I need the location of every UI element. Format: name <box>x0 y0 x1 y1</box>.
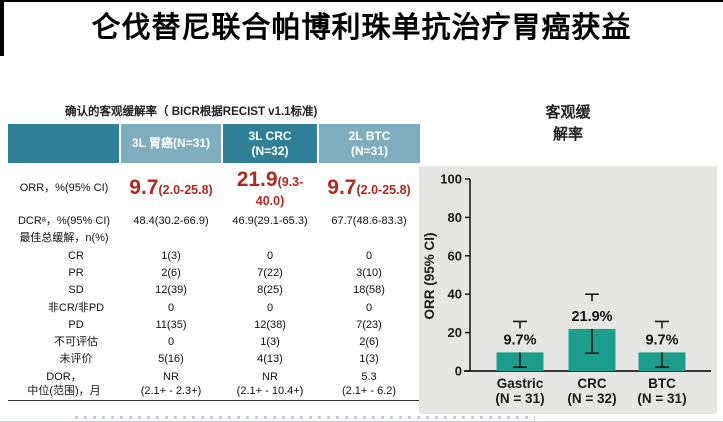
cell-value: 0 <box>266 249 274 262</box>
orr-chart-section: 客观缓 解率 0 20 40 60 80 100 9.7% 21.9% 9.7% Gastric(… <box>419 98 717 414</box>
table-row: DCRᵃ，%(95% CI) 48.4(30.2-66.9) 46.9(29.1-6… <box>8 213 420 230</box>
table-row: 最佳总缓解，n(%) <box>8 230 420 247</box>
cell-value: 12(38) <box>254 318 286 331</box>
cell-value: NR (2.1+ - 2.3+) <box>140 370 202 398</box>
cell-value: 1(3) <box>359 353 379 366</box>
y-tick-label: 80 <box>448 210 462 225</box>
orr-value-cell: 9.7(2.0-25.8) <box>318 163 420 213</box>
y-tick-label: 0 <box>455 364 462 379</box>
column-header-0 <box>8 124 120 163</box>
row-label: DCRᵃ，%(95% CI) <box>17 215 111 228</box>
x-category-label: Gastric (N = 31) <box>495 376 544 406</box>
footnote-citation <box>75 416 535 419</box>
y-tick-label: 60 <box>448 248 462 263</box>
cell-value: 7(23) <box>356 318 382 331</box>
results-table-section: 确认的客观缓解率（ BICR根据RECIST v1.1标准) 3L 胃癌(N=3… <box>8 103 420 401</box>
cell-value <box>318 230 420 247</box>
cell-value: 0 <box>167 336 175 349</box>
x-category-label: BTC (N = 31) <box>637 376 686 406</box>
cell-value <box>120 230 222 247</box>
table-row-orr: ORR，%(95% CI) 9.7(2.0-25.8) 21.9(9.3-40.0)… <box>8 163 420 213</box>
cell-value: 3(10) <box>356 266 382 279</box>
row-label: CR <box>68 249 84 262</box>
bar-value-label: 9.7% <box>503 332 536 348</box>
chart-title: 客观缓 解率 <box>545 104 591 143</box>
cell-value: 11(35) <box>155 318 187 331</box>
cell-value: 1(3) <box>161 249 181 262</box>
cell-value: 12(39) <box>155 284 187 297</box>
table-row: PR 2(6) 7(22) 3(10) <box>8 264 420 281</box>
plot-background <box>419 166 717 414</box>
cell-value: 8(25) <box>257 284 283 297</box>
row-label: DOR， 中位(范围)，月 <box>27 370 101 398</box>
page-title: 仑伐替尼联合帕博利珠单抗治疗胃癌获益 <box>91 12 632 44</box>
orr-ci: (2.0-25.8) <box>356 183 411 198</box>
row-label: 非CR/非PD <box>47 301 105 314</box>
column-header-1: 3L 胃癌(N=31) <box>119 124 222 163</box>
orr-value-cell: 9.7(2.0-25.8) <box>120 163 222 213</box>
table-row: CR 1(3) 0 0 <box>8 247 420 264</box>
column-header-3: 2L BTC (N=31) <box>317 124 420 163</box>
row-label: PR <box>68 266 84 279</box>
row-label: 最佳总缓解，n(%) <box>19 232 109 245</box>
cell-value: 1(3) <box>260 336 280 349</box>
frame-left-edge <box>0 0 4 56</box>
y-tick-label: 100 <box>440 172 462 187</box>
orr-value: 21.9 <box>236 168 278 191</box>
table-row: 非CR/非PD 0 0 0 <box>8 299 420 316</box>
cell-value <box>222 230 318 247</box>
y-tick-label: 20 <box>448 325 462 340</box>
orr-ci: (2.0-25.8) <box>158 183 213 198</box>
results-table: 3L 胃癌(N=31) 3L CRC (N=32) 2L BTC (N=31) OR… <box>8 124 420 401</box>
cell-value: 48.4(30.2-66.9) <box>133 215 209 228</box>
table-row: 未评价 5(16) 4(13) 1(3) <box>8 351 420 368</box>
cell-value: 2(6) <box>161 266 181 279</box>
cell-value: 0 <box>365 249 373 262</box>
y-tick-label: 40 <box>448 287 462 302</box>
table-row: DOR， 中位(范围)，月 NR (2.1+ - 2.3+) NR (2.1+ - … <box>8 368 420 400</box>
cell-value: 7(22) <box>257 266 283 279</box>
bar-value-label: 21.9% <box>571 309 612 325</box>
column-header-2: 3L CRC (N=32) <box>221 124 318 163</box>
orr-value: 9.7 <box>327 176 357 200</box>
y-axis-title: ORR (95% CI) <box>422 232 437 319</box>
row-label: 不可评估 <box>54 336 98 349</box>
table-caption: 确认的客观缓解率（ BICR根据RECIST v1.1标准) <box>65 106 318 118</box>
cell-value: 2(6) <box>359 336 379 349</box>
row-label: ORR，%(95% CI) <box>19 181 109 194</box>
row-label: 未评价 <box>59 353 93 366</box>
cell-value: 0 <box>167 301 175 314</box>
cell-value: 46.9(29.1-65.3) <box>232 215 308 228</box>
x-category-label: CRC (N = 32) <box>567 376 616 406</box>
row-label: SD <box>68 284 84 297</box>
cell-value: 4(13) <box>257 353 283 366</box>
orr-ci: (9.3-40.0) <box>255 175 304 209</box>
orr-bar-chart: 0 20 40 60 80 100 9.7% 21.9% 9.7% Gastric (N = 31)… <box>419 166 717 414</box>
table-row: SD 12(39) 8(25) 18(58) <box>8 282 420 299</box>
table-row: PD 11(35) 12(38) 7(23) <box>8 316 420 333</box>
cell-value: 0 <box>266 301 274 314</box>
frame-top-edge <box>0 0 723 2</box>
cell-value: 18(58) <box>353 284 385 297</box>
cell-value: 5(16) <box>158 353 184 366</box>
orr-value-cell: 21.9(9.3-40.0) <box>222 163 318 213</box>
bar-value-label: 9.7% <box>645 332 678 348</box>
cell-value: 67.7(48.6-83.3) <box>331 215 407 228</box>
orr-value: 9.7 <box>129 176 159 200</box>
row-label: PD <box>68 318 84 331</box>
cell-value: 5.3 (2.1+ - 6.2) <box>341 370 397 398</box>
cell-value: NR (2.1+ - 10.4+) <box>236 370 304 398</box>
table-row: 不可评估 0 1(3) 2(6) <box>8 334 420 351</box>
cell-value: 0 <box>365 301 373 314</box>
